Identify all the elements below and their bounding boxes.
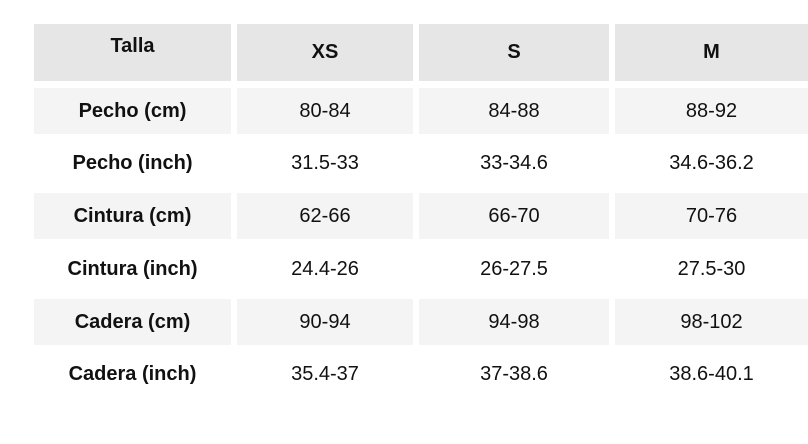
header-cell: S xyxy=(419,24,609,81)
header-cell: Talla xyxy=(34,24,231,81)
row-label: Cadera (cm) xyxy=(34,299,231,345)
table-cell: 37-38.6 xyxy=(480,362,548,385)
table-cell: 98-102 xyxy=(615,299,808,345)
table-cell: 26-27.5 xyxy=(480,257,548,280)
table-cell: 35.4-37 xyxy=(291,362,359,385)
table-cell: 88-92 xyxy=(615,88,808,134)
table-cell: 33-34.6 xyxy=(480,151,548,174)
table-cell: 94-98 xyxy=(419,299,609,345)
table-cell: 80-84 xyxy=(237,88,413,134)
row-label: Pecho (cm) xyxy=(34,88,231,134)
table-cell: 70-76 xyxy=(615,193,808,239)
table-cell: 66-70 xyxy=(419,193,609,239)
table-cell: 34.6-36.2 xyxy=(669,151,754,174)
table-cell: 31.5-33 xyxy=(291,151,359,174)
header-cell: XS xyxy=(237,24,413,81)
table-cell: 27.5-30 xyxy=(677,257,746,280)
table-cell: 90-94 xyxy=(237,299,413,345)
row-label: Pecho (inch) xyxy=(72,151,193,174)
row-label: Cintura (cm) xyxy=(34,193,231,239)
table-cell: 62-66 xyxy=(237,193,413,239)
header-cell: M xyxy=(615,24,808,81)
table-cell: 24.4-26 xyxy=(291,257,359,280)
row-label: Cadera (inch) xyxy=(68,362,197,385)
row-label: Cintura (inch) xyxy=(67,257,198,280)
table-cell: 38.6-40.1 xyxy=(669,362,754,385)
table-cell: 84-88 xyxy=(419,88,609,134)
